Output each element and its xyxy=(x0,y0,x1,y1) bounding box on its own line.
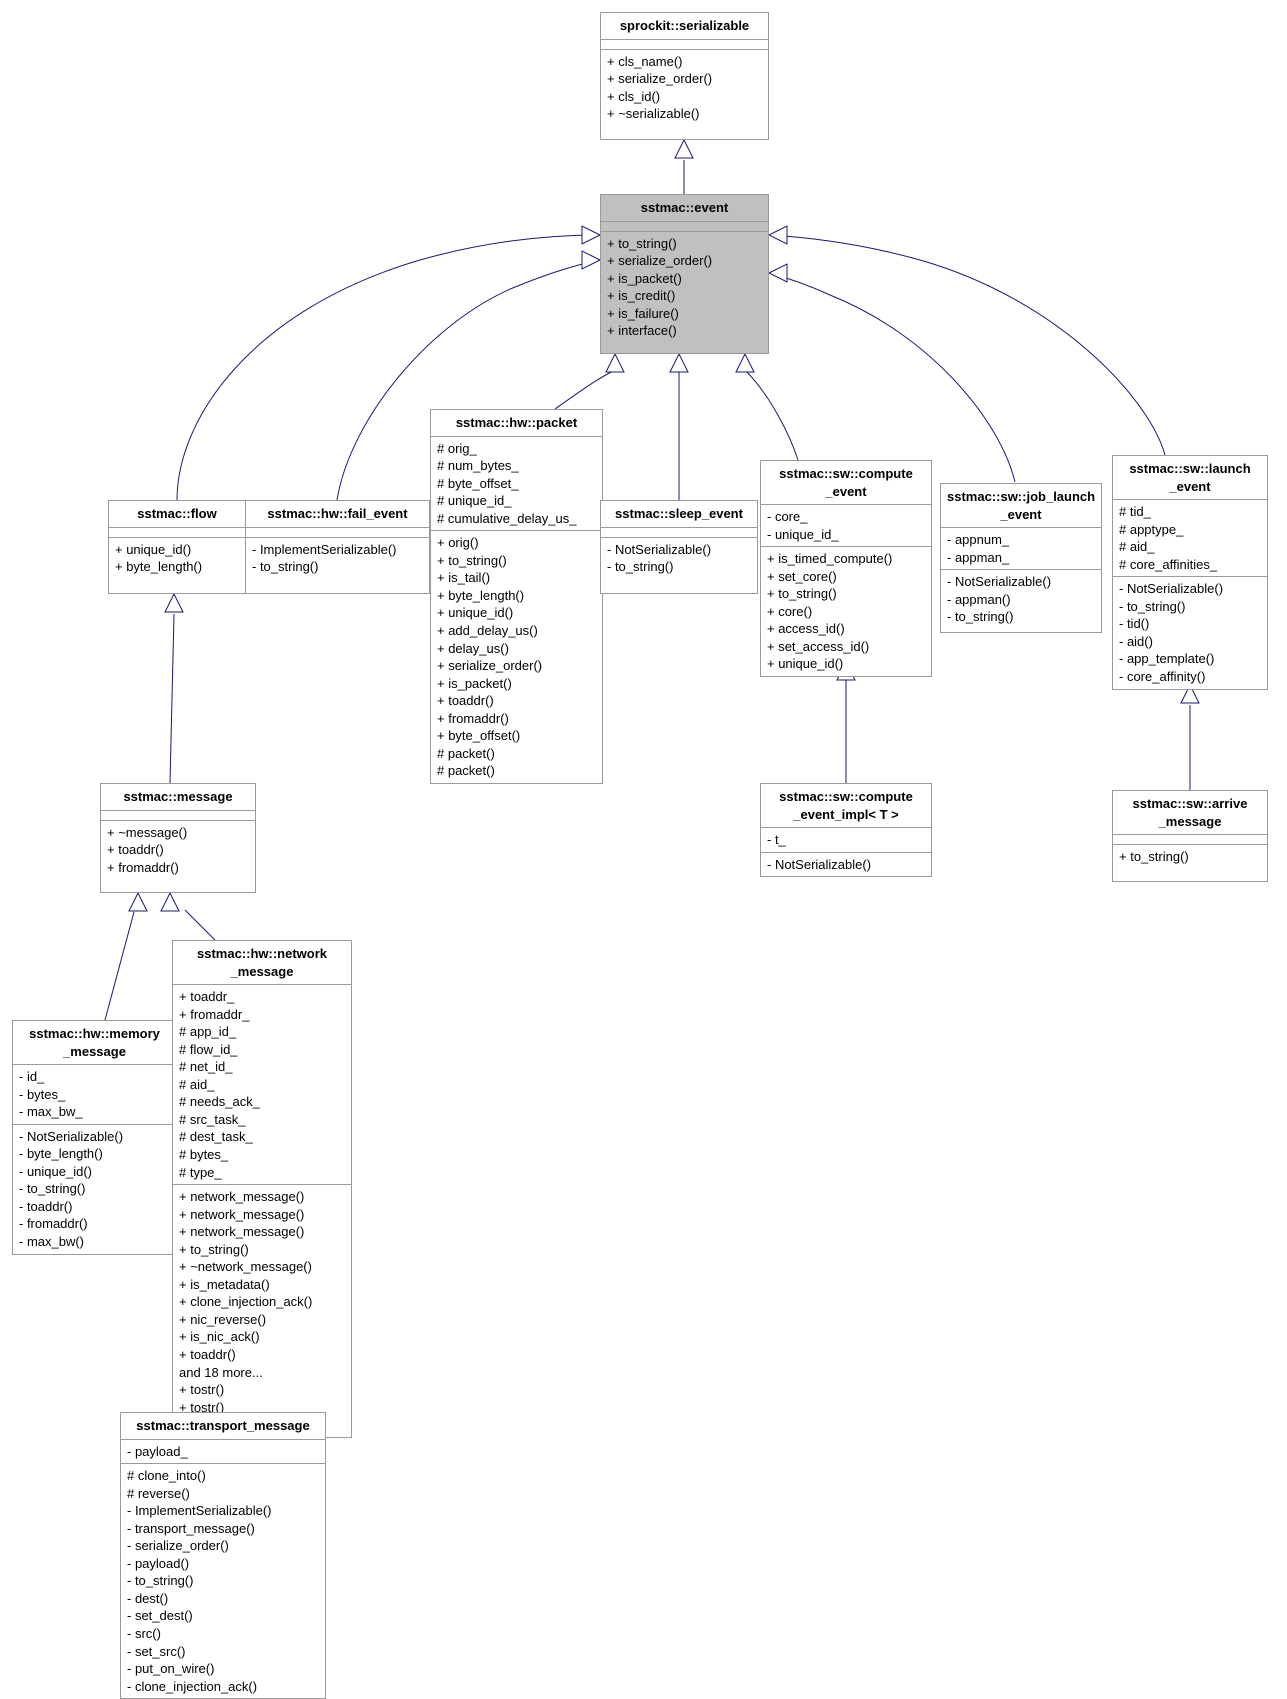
attributes-section xyxy=(109,528,245,538)
class-title: sstmac::hw::network _message xyxy=(173,941,351,985)
attributes-section: # tid_ # apptype_ # aid_ # core_affiniti… xyxy=(1113,500,1267,577)
class-title: sstmac::event xyxy=(601,195,768,222)
class-memory_message[interactable]: sstmac::hw::memory _message- id_ - bytes… xyxy=(12,1020,177,1255)
arrowhead xyxy=(769,226,787,244)
class-message[interactable]: sstmac::message+ ~message() + toaddr() +… xyxy=(100,783,256,893)
arrowhead xyxy=(165,594,183,612)
class-title: sstmac::sw::compute _event_impl< T > xyxy=(761,784,931,828)
arrowhead xyxy=(736,354,754,372)
class-title: sstmac::sw::launch _event xyxy=(1113,456,1267,500)
edge-memory_message-message xyxy=(105,912,134,1020)
class-title: sstmac::hw::fail_event xyxy=(246,501,429,528)
attributes-section: - appnum_ - appman_ xyxy=(941,528,1101,570)
class-arrive_message[interactable]: sstmac::sw::arrive _message+ to_string() xyxy=(1112,790,1268,882)
edge-compute_event-event xyxy=(745,370,798,460)
class-title: sstmac::sleep_event xyxy=(601,501,757,528)
class-fail_event[interactable]: sstmac::hw::fail_event- ImplementSeriali… xyxy=(245,500,430,594)
class-title: sstmac::message xyxy=(101,784,255,811)
methods-section: - ImplementSerializable() - to_string() xyxy=(246,538,429,579)
edge-launch_event-event xyxy=(769,235,1165,455)
arrowhead xyxy=(582,251,600,269)
attributes-section: - t_ xyxy=(761,828,931,853)
class-transport_message[interactable]: sstmac::transport_message- payload_# clo… xyxy=(120,1412,326,1699)
methods-section: - NotSerializable() - to_string() - tid(… xyxy=(1113,577,1267,688)
class-serializable[interactable]: sprockit::serializable+ cls_name() + ser… xyxy=(600,12,769,140)
methods-section: - NotSerializable() - byte_length() - un… xyxy=(13,1125,176,1254)
class-sleep_event[interactable]: sstmac::sleep_event- NotSerializable() -… xyxy=(600,500,758,594)
attributes-section: - payload_ xyxy=(121,1440,325,1465)
attributes-section xyxy=(1113,835,1267,845)
attributes-section: + toaddr_ + fromaddr_ # app_id_ # flow_i… xyxy=(173,985,351,1185)
methods-section: - NotSerializable() - appman() - to_stri… xyxy=(941,570,1101,629)
methods-section: - NotSerializable() - to_string() xyxy=(601,538,757,579)
edge-message-flow xyxy=(170,614,174,783)
edge-packet-event xyxy=(555,370,615,409)
class-title: sstmac::sw::compute _event xyxy=(761,461,931,505)
methods-section: + to_string() xyxy=(1113,845,1267,869)
class-network_message[interactable]: sstmac::hw::network _message+ toaddr_ + … xyxy=(172,940,352,1438)
attributes-section: - id_ - bytes_ - max_bw_ xyxy=(13,1065,176,1125)
class-job_launch[interactable]: sstmac::sw::job_launch _event- appnum_ -… xyxy=(940,483,1102,633)
attributes-section xyxy=(601,528,757,538)
arrowhead xyxy=(161,893,179,911)
class-title: sprockit::serializable xyxy=(601,13,768,40)
methods-section: - NotSerializable() xyxy=(761,853,931,877)
arrowhead xyxy=(670,354,688,372)
attributes-section xyxy=(601,40,768,50)
arrowhead xyxy=(582,226,600,244)
class-title: sstmac::hw::packet xyxy=(431,410,602,437)
class-title: sstmac::hw::memory _message xyxy=(13,1021,176,1065)
class-launch_event[interactable]: sstmac::sw::launch _event# tid_ # apptyp… xyxy=(1112,455,1268,690)
class-compute_event[interactable]: sstmac::sw::compute _event- core_ - uniq… xyxy=(760,460,932,677)
class-title: sstmac::sw::arrive _message xyxy=(1113,791,1267,835)
methods-section: + cls_name() + serialize_order() + cls_i… xyxy=(601,50,768,126)
methods-section: + unique_id() + byte_length() xyxy=(109,538,245,579)
class-flow[interactable]: sstmac::flow+ unique_id() + byte_length(… xyxy=(108,500,246,594)
arrowhead xyxy=(129,893,147,911)
attributes-section xyxy=(246,528,429,538)
methods-section: + is_timed_compute() + set_core() + to_s… xyxy=(761,547,931,676)
class-compute_event_impl[interactable]: sstmac::sw::compute _event_impl< T >- t_… xyxy=(760,783,932,877)
methods-section: + to_string() + serialize_order() + is_p… xyxy=(601,232,768,343)
edge-job_launch-event xyxy=(769,273,1015,482)
methods-section: + network_message() + network_message() … xyxy=(173,1185,351,1437)
class-title: sstmac::sw::job_launch _event xyxy=(941,484,1101,528)
methods-section: + orig() + to_string() + is_tail() + byt… xyxy=(431,531,602,783)
attributes-section: # orig_ # num_bytes_ # byte_offset_ # un… xyxy=(431,437,602,532)
diagram-canvas: sprockit::serializable+ cls_name() + ser… xyxy=(0,0,1287,1639)
methods-section: + ~message() + toaddr() + fromaddr() xyxy=(101,821,255,880)
class-packet[interactable]: sstmac::hw::packet# orig_ # num_bytes_ #… xyxy=(430,409,603,784)
class-event[interactable]: sstmac::event+ to_string() + serialize_o… xyxy=(600,194,769,354)
attributes-section xyxy=(101,811,255,821)
class-title: sstmac::flow xyxy=(109,501,245,528)
arrowhead xyxy=(769,264,787,282)
edge-network_message-message xyxy=(185,910,215,940)
methods-section: # clone_into() # reverse() - ImplementSe… xyxy=(121,1464,325,1698)
attributes-section xyxy=(601,222,768,232)
attributes-section: - core_ - unique_id_ xyxy=(761,505,931,547)
class-title: sstmac::transport_message xyxy=(121,1413,325,1440)
arrowhead xyxy=(606,354,624,372)
arrowhead xyxy=(675,140,693,158)
